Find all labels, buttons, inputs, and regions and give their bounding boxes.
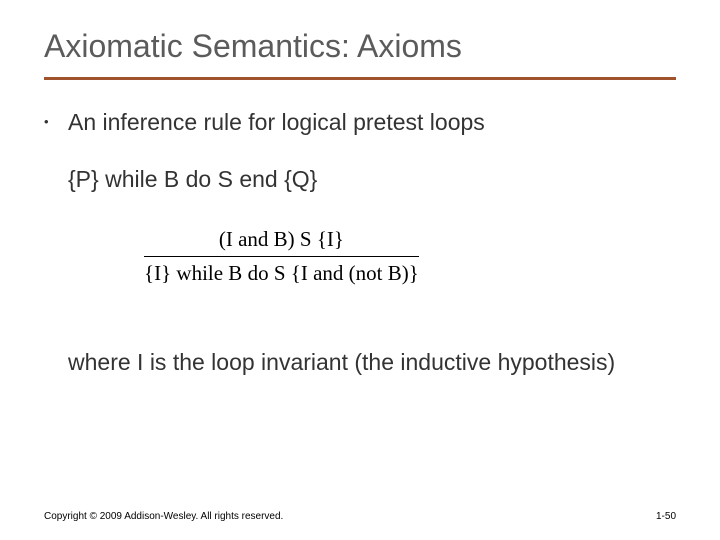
bullet-marker: • (44, 108, 58, 136)
slide-title: Axiomatic Semantics: Axioms (0, 0, 720, 65)
hoare-triple-text: {P} while B do S end {Q} (68, 165, 676, 195)
inference-rule: (I and B) S {I} {I} while B do S {I and … (144, 225, 419, 288)
rule-denominator: {I} while B do S {I and (not B)} (144, 259, 419, 288)
bullet-item: • An inference rule for logical pretest … (44, 108, 676, 137)
rule-divider (144, 256, 419, 257)
rule-numerator: (I and B) S {I} (144, 225, 419, 254)
body-region: • An inference rule for logical pretest … (0, 80, 720, 378)
copyright-footer: Copyright © 2009 Addison-Wesley. All rig… (44, 511, 283, 522)
page-number: 1-50 (656, 511, 676, 522)
explanation-text: where I is the loop invariant (the induc… (68, 348, 628, 378)
bullet-text: An inference rule for logical pretest lo… (68, 108, 485, 137)
